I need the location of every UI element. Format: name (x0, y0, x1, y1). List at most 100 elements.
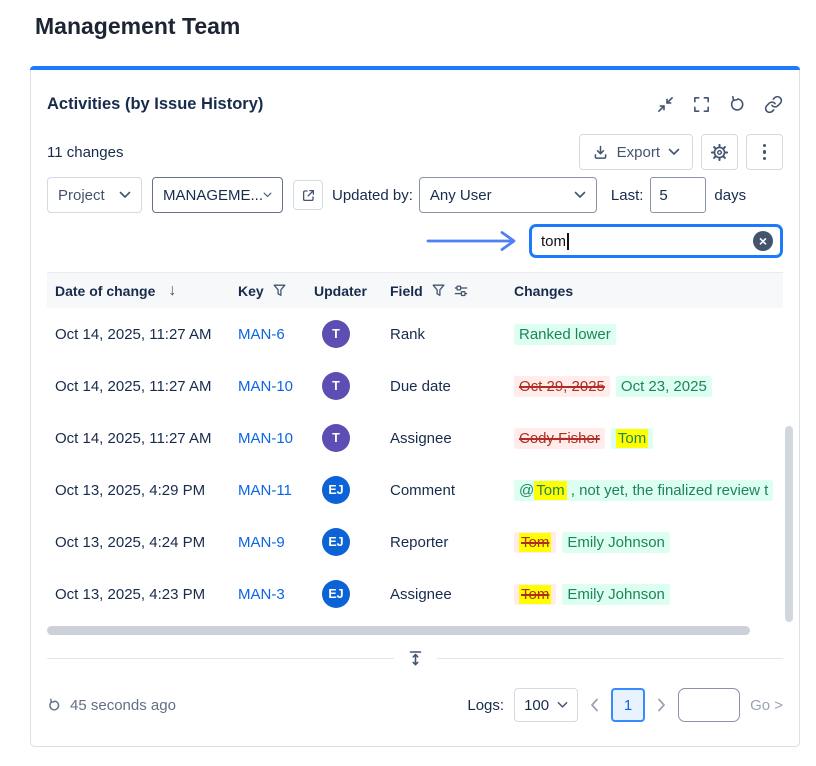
next-page-button[interactable] (655, 698, 668, 712)
more-options-button[interactable] (746, 134, 783, 170)
vertical-scrollbar-thumb[interactable] (785, 426, 793, 622)
chevron-down-icon (574, 191, 586, 198)
change-text: Emily Johnson (567, 585, 665, 603)
row-date: Oct 14, 2025, 11:27 AM (55, 325, 212, 343)
row-field: Assignee (390, 429, 452, 447)
logs-per-page-value: 100 (524, 696, 550, 714)
search-input[interactable]: tom × (529, 224, 783, 258)
change-added: Ranked lower (514, 323, 616, 345)
go-button[interactable]: Go > (750, 696, 783, 714)
change-added: @ Tom , not yet, the finalized review t (514, 479, 774, 501)
row-changes: Cody Fisher Tom (506, 427, 783, 449)
clear-search-button[interactable]: × (753, 231, 773, 251)
chevron-down-icon (119, 191, 131, 198)
change-added: Emily Johnson (562, 583, 670, 605)
refresh-icon[interactable] (728, 95, 747, 114)
updater-avatar[interactable]: T (322, 372, 350, 400)
current-page-button[interactable]: 1 (611, 688, 646, 722)
project-value-dropdown[interactable]: MANAGEME... (152, 177, 283, 213)
column-date: Date of change (55, 282, 156, 299)
issue-key-link[interactable]: MAN-11 (238, 481, 292, 499)
column-changes: Changes (514, 282, 574, 299)
activity-table: Date of change ↓ Key Updater Field (47, 272, 783, 620)
field-filter-icon[interactable] (432, 284, 445, 297)
change-text: Ranked lower (519, 325, 611, 343)
column-updater: Updater (314, 282, 367, 299)
export-label: Export (616, 143, 660, 161)
project-type-dropdown[interactable]: Project (47, 177, 142, 213)
row-updater-cell: T (306, 424, 382, 452)
updater-avatar[interactable]: T (322, 320, 350, 348)
chevron-down-icon (557, 701, 568, 708)
horizontal-scrollbar-thumb[interactable] (47, 626, 750, 635)
fullscreen-icon[interactable] (692, 95, 711, 114)
download-icon (592, 144, 609, 161)
change-text: Emily Johnson (567, 533, 665, 551)
export-button[interactable]: Export (578, 134, 693, 170)
last-label: Last: (610, 186, 644, 204)
divider-line (47, 657, 394, 659)
change-added: Emily Johnson (562, 531, 670, 553)
updated-by-dropdown[interactable]: Any User (418, 177, 597, 213)
updated-by-label: Updated by: (332, 186, 413, 204)
external-link-icon (301, 188, 316, 203)
collapse-icon[interactable] (656, 95, 675, 114)
search-match: Tom (519, 584, 552, 604)
previous-page-button[interactable] (588, 698, 601, 712)
row-key-cell: MAN-11 (230, 482, 306, 499)
row-key-cell: MAN-10 (230, 430, 306, 447)
row-date: Oct 14, 2025, 11:27 AM (55, 429, 212, 447)
open-project-button[interactable] (293, 180, 323, 210)
annotation-arrow (425, 229, 521, 253)
change-removed: Oct 29, 2025 (514, 375, 610, 397)
row-key-cell: MAN-3 (230, 586, 306, 603)
last-days-input[interactable] (650, 177, 707, 213)
search-match: Tom (534, 480, 567, 500)
link-icon[interactable] (764, 95, 783, 114)
chevron-down-icon (263, 192, 272, 198)
table-row: Oct 14, 2025, 11:27 AM MAN-6 T Rank Ranked l… (47, 308, 783, 360)
page-jump-input[interactable] (678, 688, 741, 722)
issue-key-link[interactable]: MAN-10 (238, 377, 294, 395)
updater-avatar[interactable]: EJ (322, 528, 350, 556)
issue-key-link[interactable]: MAN-3 (238, 585, 285, 603)
change-added: Tom (610, 427, 654, 449)
horizontal-scrollbar (47, 626, 783, 635)
row-changes: @ Tom , not yet, the finalized review t (506, 479, 783, 501)
row-updater-cell: T (306, 372, 382, 400)
logs-label: Logs: (467, 696, 505, 714)
change-text: Oct 29, 2025 (519, 377, 605, 395)
change-added: Oct 23, 2025 (615, 375, 712, 397)
key-filter-icon[interactable] (273, 284, 286, 297)
close-icon: × (758, 233, 768, 249)
row-changes: Oct 29, 2025 Oct 23, 2025 (506, 375, 783, 397)
row-field: Rank (390, 325, 426, 343)
row-changes: Tom Emily Johnson (506, 583, 783, 605)
field-settings-icon[interactable] (454, 284, 468, 297)
days-label: days (714, 186, 747, 204)
change-text: Oct 23, 2025 (620, 377, 707, 395)
refresh-small-icon[interactable] (47, 698, 62, 713)
issue-key-link[interactable]: MAN-9 (238, 533, 285, 551)
issue-key-link[interactable]: MAN-6 (238, 325, 285, 343)
settings-button[interactable] (701, 134, 738, 170)
row-changes: Ranked lower (506, 323, 783, 345)
issue-key-link[interactable]: MAN-10 (238, 429, 294, 447)
page-title: Management Team (35, 13, 241, 39)
gadget-title: Activities (by Issue History) (47, 94, 264, 113)
updater-avatar[interactable]: T (322, 424, 350, 452)
search-value: tom (541, 232, 567, 250)
logs-per-page-dropdown[interactable]: 100 (514, 688, 579, 722)
updater-avatar[interactable]: EJ (322, 476, 350, 504)
updater-avatar[interactable]: EJ (322, 580, 350, 608)
row-key-cell: MAN-6 (230, 326, 306, 343)
divider-line (436, 657, 783, 659)
changes-count: 11 changes (47, 143, 124, 161)
row-date: Oct 14, 2025, 11:27 AM (55, 377, 212, 395)
row-key-cell: MAN-10 (230, 378, 306, 395)
search-match: Tom (615, 428, 649, 448)
change-removed: Tom (514, 583, 557, 605)
resize-height-icon[interactable] (408, 650, 423, 667)
sort-descending-icon[interactable]: ↓ (168, 281, 177, 299)
table-row: Oct 13, 2025, 4:29 PM MAN-11 EJ Comment @ Tom… (47, 464, 783, 516)
